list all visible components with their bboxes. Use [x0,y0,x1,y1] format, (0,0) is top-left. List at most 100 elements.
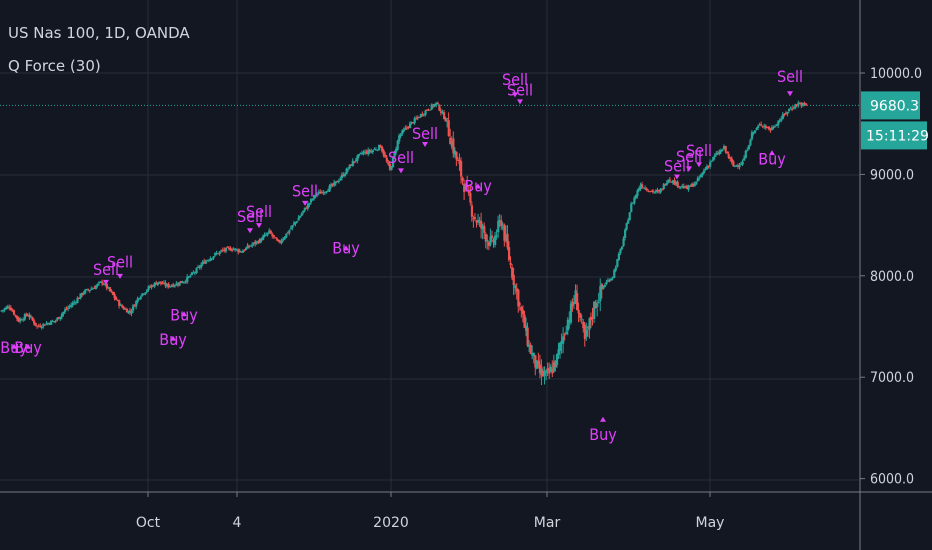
sell-marker [302,200,308,206]
candle-body [361,153,364,155]
candle [515,283,518,300]
candle [135,300,138,310]
candle [774,124,777,128]
candle-body [31,317,34,321]
candle [357,154,361,159]
candle [744,149,747,159]
candle-body [687,185,690,190]
candle-body [709,162,712,167]
indicator-legend[interactable]: Q Force (30) [8,57,101,75]
candle-body [220,250,223,252]
candle-body [215,253,218,255]
candle [36,325,39,329]
candle-body [596,303,599,308]
candle-body [164,282,167,287]
candle-body [622,238,625,247]
candle [187,275,190,279]
candle-body [664,184,667,186]
candle-body [633,197,636,204]
candle [574,284,577,305]
candle-body [261,236,265,241]
candle-body [159,281,163,284]
candle-body [477,220,480,223]
candle [299,215,302,219]
candle-body [29,316,33,318]
candle-body [726,151,729,154]
candle [93,285,96,289]
candle-body [2,309,5,311]
candle-body [473,217,477,219]
candle-body [777,121,780,126]
symbol-title[interactable]: US Nas 100, 1D, OANDA [8,24,190,42]
candle-body [560,340,563,345]
candle-body [178,281,181,286]
candle-body [193,272,197,274]
candle [254,239,257,247]
candle-body [791,108,794,110]
candle-body [781,114,784,119]
candle-body [792,108,795,110]
candle-body [755,128,758,130]
candle [439,108,443,116]
candle-body [504,235,508,242]
candle [175,281,178,286]
candle-body [784,113,788,115]
candle [2,309,5,313]
candle-body [678,186,681,188]
candle-body [282,238,285,241]
candle [183,281,186,284]
candle [647,189,650,193]
candle-body [84,289,87,294]
candle [441,109,444,115]
candle-body [774,126,777,128]
candle [172,282,175,288]
candle-body [800,102,803,106]
candle-body [456,159,460,161]
candle-body [623,229,627,238]
candle [763,123,766,130]
candle [597,292,600,304]
candle-body [85,288,88,290]
candle [240,251,243,253]
candle-body [180,280,183,283]
candle-body [387,161,390,165]
candle-body [322,192,325,194]
candle-body [201,261,204,265]
sell-marker [686,166,692,172]
candle [783,113,786,117]
candle-body [198,266,201,268]
candle [746,147,749,152]
candle-body [353,161,356,163]
candle-body [744,150,747,159]
time-axis[interactable]: Oct 4 2020 Mar May [136,492,725,531]
candle [283,236,286,241]
candle [76,296,79,304]
candle-body [70,305,73,307]
candle-body [654,190,658,192]
candle-body [425,109,429,111]
candle-body [63,309,67,312]
candle [562,327,565,354]
candle-body [150,285,153,288]
candle [752,131,755,136]
candle-body [173,285,177,287]
candle-body [472,218,475,220]
candle [791,106,794,112]
candle [503,223,506,247]
candle-body [209,258,212,261]
candle-body [53,321,56,323]
candles [0,100,808,386]
candle [279,239,282,244]
candle-body [254,241,257,244]
candle [80,292,84,298]
candle [130,308,133,317]
candle-body [203,261,206,264]
candle [110,289,113,294]
candle-body [23,314,26,320]
candle-body [67,307,70,309]
candle-body [537,360,540,365]
candle [593,300,596,324]
price-axis[interactable]: 10000.0 9000.0 8000.0 7000.0 6000.0 [860,66,922,488]
